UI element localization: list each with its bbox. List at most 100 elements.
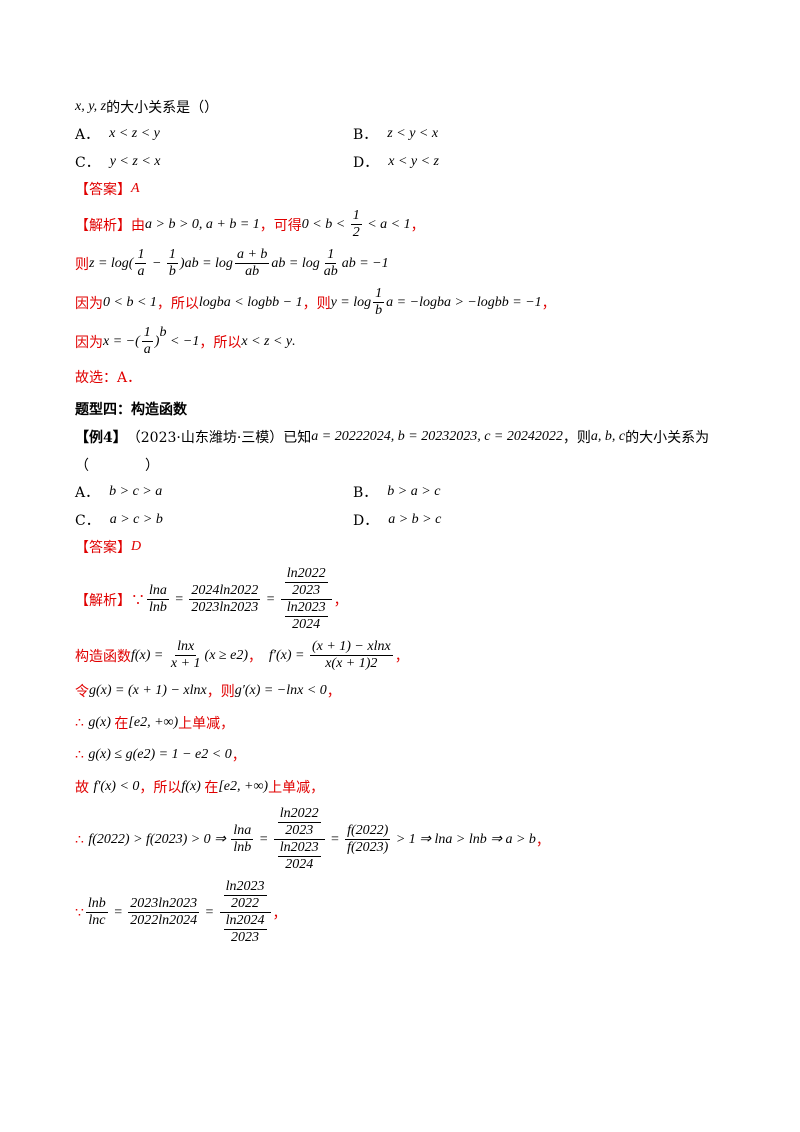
text: ，	[333, 592, 348, 609]
math-text: a <	[223, 294, 248, 310]
math-text: 2024	[285, 857, 314, 872]
math-text: e	[230, 647, 237, 663]
math-text: b	[375, 303, 383, 318]
text: 【解析】由	[75, 217, 145, 234]
denominator: b	[373, 303, 384, 319]
script-group: x(x + 1) 2	[325, 656, 377, 672]
analysis-line: 令 g(x) = (x + 1) − xlnx ，则 g′(x) = −lnx < 0…	[75, 678, 725, 704]
fraction: ln2022 2023	[284, 566, 328, 599]
option-expr: a > c > b	[109, 512, 163, 527]
script-group: log b	[419, 295, 444, 311]
script-group: log(1 a − 1 b)	[111, 247, 185, 280]
fraction: (x + 1) − xlnx x(x + 1) 2	[309, 639, 393, 672]
text: 因为	[75, 334, 103, 351]
math-text: 2022	[534, 429, 563, 444]
option-letter: B．	[353, 485, 378, 501]
answer-label: 【答案】	[75, 540, 131, 556]
analysis-line: 构造函数 f(x) = lnx x + 1 (x ≥ e 2)， f′(x) = (x …	[75, 639, 725, 672]
superscript: b	[159, 325, 166, 341]
script-group: log 1 ab	[302, 247, 342, 280]
option-expr: y < z < x	[109, 154, 161, 169]
math-text: g(x)	[88, 715, 115, 730]
denominator: 2024	[290, 617, 322, 633]
numerator: ln2023 2022	[219, 879, 271, 913]
denominator: x(x + 1) 2	[323, 656, 379, 672]
math-text: a	[137, 264, 145, 279]
math-text: e	[133, 715, 141, 730]
option: B． z < y < x	[353, 122, 631, 146]
math-text: b = −1	[501, 294, 542, 310]
math-text: )	[179, 255, 185, 271]
math-text: =	[255, 831, 272, 847]
math-text: 2023	[231, 930, 260, 945]
math-text: 1	[327, 247, 335, 262]
denominator: ab	[243, 264, 261, 280]
fraction: 1 ab	[322, 247, 340, 280]
analysis-line: 故选：A．	[75, 364, 725, 390]
denominator: ln2024 2023	[220, 913, 271, 946]
script-group: 2024 2022	[507, 429, 563, 445]
blank: （ ）	[75, 458, 159, 474]
denominator: lnb	[147, 600, 169, 616]
text: ∴	[75, 747, 89, 763]
denominator: b	[167, 264, 178, 280]
text: ，	[541, 295, 556, 312]
math-text: 2	[143, 747, 151, 762]
denominator: 2023	[283, 823, 315, 839]
math-text: lnb	[233, 840, 252, 855]
text: ∵	[75, 904, 84, 921]
math-text: 0 < b < 1	[103, 294, 157, 310]
numerator: ln2022 2023	[280, 566, 332, 600]
math-group: x(x + 1) 2	[325, 656, 377, 672]
numerator: 1	[350, 208, 362, 225]
option-expr: b > c > a	[109, 484, 163, 499]
math-text: f′(x) < 0	[93, 779, 140, 794]
script-group: log a + b ab	[215, 247, 271, 280]
numerator: 1	[373, 286, 385, 303]
math-text: log	[215, 255, 233, 271]
math-text: 1	[143, 325, 151, 340]
fraction: ln2024 2023	[223, 913, 267, 946]
text: ）	[204, 100, 219, 116]
analysis: 【解析】∵ lna lnb = 2024ln2022 2023ln2023 = ln2…	[75, 566, 725, 946]
option: A． x < z < y	[75, 122, 353, 146]
analysis-line: 因为 0 < b < 1 ，所以 log b a < log b b − 1 ，则 y = log…	[75, 286, 725, 319]
script-group: 2023 2023	[421, 429, 477, 445]
option-letter: C．	[75, 513, 100, 529]
question-options: A． x < z < y B． z < y < x C． y < z < x D． x < y…	[75, 122, 725, 174]
option-expr: b > a > c	[387, 484, 441, 499]
fraction: ln2023 2024	[284, 600, 328, 633]
option: A． b > c > a	[75, 480, 353, 504]
text: 故选：A．	[75, 370, 142, 386]
numerator: ln2023	[284, 600, 328, 617]
math-text: , c =	[477, 429, 507, 444]
math-text: 2023	[449, 429, 478, 444]
math-text: lna	[233, 823, 252, 838]
option: D． x < y < z	[353, 150, 631, 174]
denominator: ln2023 2024	[274, 840, 325, 873]
text: ，	[220, 716, 235, 732]
math-text: (x ≥	[204, 647, 231, 663]
subscript: b	[495, 295, 502, 311]
math-text: log	[198, 294, 217, 310]
option: D． a > b > c	[353, 508, 631, 532]
example-options: A． b > c > a B． b > a > c C． a > c > b D． a > b…	[75, 480, 725, 532]
numerator: a + b	[234, 247, 270, 264]
numerator: ln2022 2023	[273, 806, 325, 840]
math-text: [	[218, 779, 224, 794]
text: （2023·山东潍坊·三模）已知	[126, 430, 312, 446]
numerator: ln2023	[277, 840, 321, 857]
script-group: log b	[199, 295, 224, 311]
subscript: a + b ab	[233, 247, 271, 280]
option-letter: D．	[353, 155, 379, 171]
math-text: log	[419, 294, 437, 310]
example-stem: 【例4】 （2023·山东潍坊·三模）已知 a = 2022 2024, b = 20…	[75, 424, 725, 450]
denominator: 2024	[283, 857, 315, 873]
